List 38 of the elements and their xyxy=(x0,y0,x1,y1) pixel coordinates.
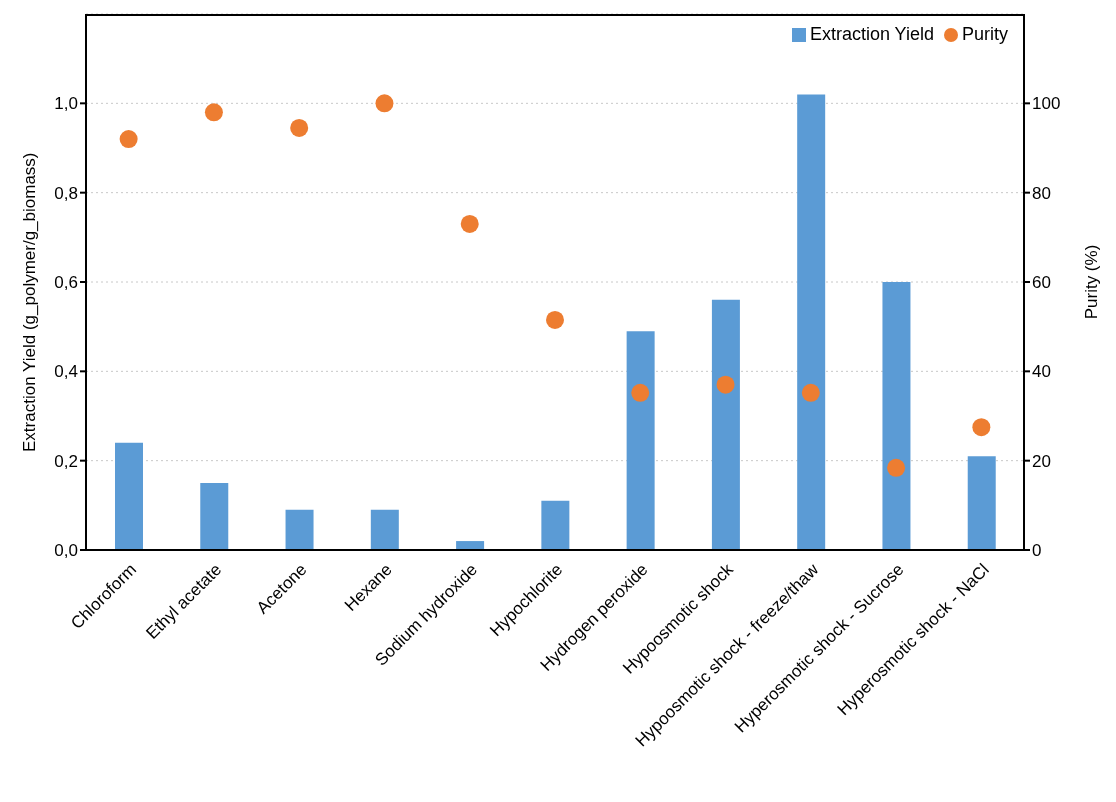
bar xyxy=(882,282,911,550)
bar xyxy=(797,94,826,550)
point xyxy=(972,418,991,437)
y2-tick-label: 40 xyxy=(1032,362,1051,382)
y2-tick-label: 60 xyxy=(1032,273,1051,293)
y2-tick-label: 100 xyxy=(1032,94,1061,114)
y-tick-label: 0,2 xyxy=(54,451,78,471)
bar xyxy=(456,541,485,550)
bar xyxy=(115,442,143,550)
y2-tick-label: 0 xyxy=(1032,541,1042,561)
legend-label: Purity xyxy=(961,24,1008,44)
y-tick-label: 0,0 xyxy=(54,541,78,561)
y-axis-title: Extraction Yield (g_polymer/g_biomass) xyxy=(20,152,40,452)
point xyxy=(546,310,564,329)
bar xyxy=(711,299,740,550)
y-tick-label: 1,0 xyxy=(54,94,78,114)
y-tick-label: 0,4 xyxy=(54,362,78,382)
point xyxy=(290,118,309,137)
y2-tick-label: 80 xyxy=(1032,183,1051,203)
y-tick-label: 0,6 xyxy=(54,273,78,293)
point xyxy=(887,458,906,477)
bar xyxy=(626,331,655,550)
point xyxy=(375,94,394,113)
bar xyxy=(541,500,570,550)
point xyxy=(716,375,735,394)
point xyxy=(119,130,138,149)
bar xyxy=(285,509,314,550)
point xyxy=(631,383,650,402)
y2-axis-title: Purity (%) xyxy=(1082,244,1102,320)
bar xyxy=(370,509,399,550)
point xyxy=(460,214,479,233)
bar xyxy=(967,456,996,550)
y2-tick-label: 20 xyxy=(1032,451,1051,471)
bar xyxy=(200,483,229,550)
legend-label: Extraction Yield xyxy=(809,24,934,44)
point xyxy=(801,383,820,402)
point xyxy=(204,103,223,122)
y-tick-label: 0,8 xyxy=(54,183,78,203)
